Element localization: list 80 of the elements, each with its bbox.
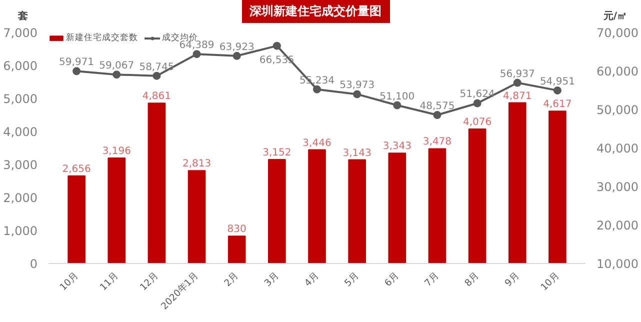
x-tick-label: 2月 xyxy=(222,270,241,289)
chart-title: 深圳新建住宅成交价量图 xyxy=(242,0,390,24)
data-label: 51,624 xyxy=(460,89,495,100)
y2-tick-label: 20,000 xyxy=(596,218,638,232)
bar xyxy=(388,152,406,264)
y-tick-label: 0 xyxy=(30,257,38,271)
point xyxy=(272,42,281,50)
x-tick-label: 12月 xyxy=(138,270,161,294)
bar xyxy=(348,159,366,264)
bar xyxy=(148,102,166,264)
bar xyxy=(268,158,286,264)
data-label: 63,923 xyxy=(219,42,254,53)
bar xyxy=(108,158,126,264)
x-tick-label: 10月 xyxy=(538,270,562,294)
y2-tick-label: 40,000 xyxy=(596,142,638,156)
data-label: 3,478 xyxy=(422,136,452,148)
data-label: 51,100 xyxy=(380,91,415,102)
data-label: 3,152 xyxy=(262,147,292,158)
x-tick-label: 5月 xyxy=(342,270,361,289)
bar xyxy=(68,175,86,264)
point xyxy=(473,99,482,108)
x-tick-label: 9月 xyxy=(502,270,522,289)
point xyxy=(433,110,442,119)
point xyxy=(112,70,121,79)
point xyxy=(232,52,241,60)
point xyxy=(152,72,161,80)
data-label: 4,871 xyxy=(503,90,532,102)
y-tick-label: 3,000 xyxy=(3,158,38,172)
data-label: 56,937 xyxy=(500,68,535,80)
bar xyxy=(428,148,446,264)
point xyxy=(353,90,362,98)
data-label: 830 xyxy=(227,224,246,236)
y-tick-label: 1,000 xyxy=(3,224,38,238)
data-label: 48,575 xyxy=(420,100,455,112)
data-label: 59,971 xyxy=(59,57,94,68)
text: 元/㎡ xyxy=(603,10,627,24)
point xyxy=(513,78,522,87)
bar xyxy=(508,102,526,264)
x-tick-label: 3月 xyxy=(262,270,281,289)
y2-tick-label: 30,000 xyxy=(596,180,638,194)
data-label: 4,861 xyxy=(142,91,172,102)
data-label: 3,343 xyxy=(382,141,412,152)
data-label: 2,813 xyxy=(182,158,212,170)
data-label: 4,617 xyxy=(543,99,572,110)
y-tick-label: 2,000 xyxy=(3,191,38,205)
data-label: 3,196 xyxy=(102,146,131,158)
y-tick-label: 6,000 xyxy=(3,59,38,73)
bar xyxy=(548,110,566,264)
legend-label: 新建住宅成交套数 xyxy=(66,32,138,44)
y2-tick-label: 10,000 xyxy=(596,257,638,271)
y2-tick-label: 50,000 xyxy=(596,103,638,117)
x-tick-label: 4月 xyxy=(302,270,321,289)
data-label: 3,446 xyxy=(302,138,332,149)
y-tick-label: 5,000 xyxy=(3,92,38,106)
data-label: 59,067 xyxy=(99,60,134,72)
data-label: 4,076 xyxy=(462,116,492,128)
y-tick-label: 7,000 xyxy=(3,26,38,40)
x-tick-label: 8月 xyxy=(462,270,482,289)
bar xyxy=(308,149,326,264)
point xyxy=(553,86,562,94)
y2-tick-label: 70,000 xyxy=(596,26,638,40)
bar xyxy=(468,128,486,264)
data-label: 53,973 xyxy=(340,80,375,92)
x-tick-label: 11月 xyxy=(98,270,121,294)
x-tick-label: 7月 xyxy=(422,270,442,289)
text: 套 xyxy=(18,10,28,24)
data-label: 54,951 xyxy=(540,76,575,88)
x-tick-label: 6月 xyxy=(382,270,402,289)
bar xyxy=(188,170,206,264)
bar xyxy=(228,236,246,264)
x-tick-label: 10月 xyxy=(58,270,80,294)
point xyxy=(313,85,321,94)
data-label: 2,656 xyxy=(62,164,91,175)
y-tick-label: 4,000 xyxy=(3,125,38,139)
data-label: 3,143 xyxy=(342,148,372,159)
data-label: 64,389 xyxy=(179,40,214,52)
point xyxy=(192,50,201,58)
y2-tick-label: 60,000 xyxy=(596,64,638,78)
point xyxy=(72,67,81,76)
point xyxy=(393,101,402,110)
